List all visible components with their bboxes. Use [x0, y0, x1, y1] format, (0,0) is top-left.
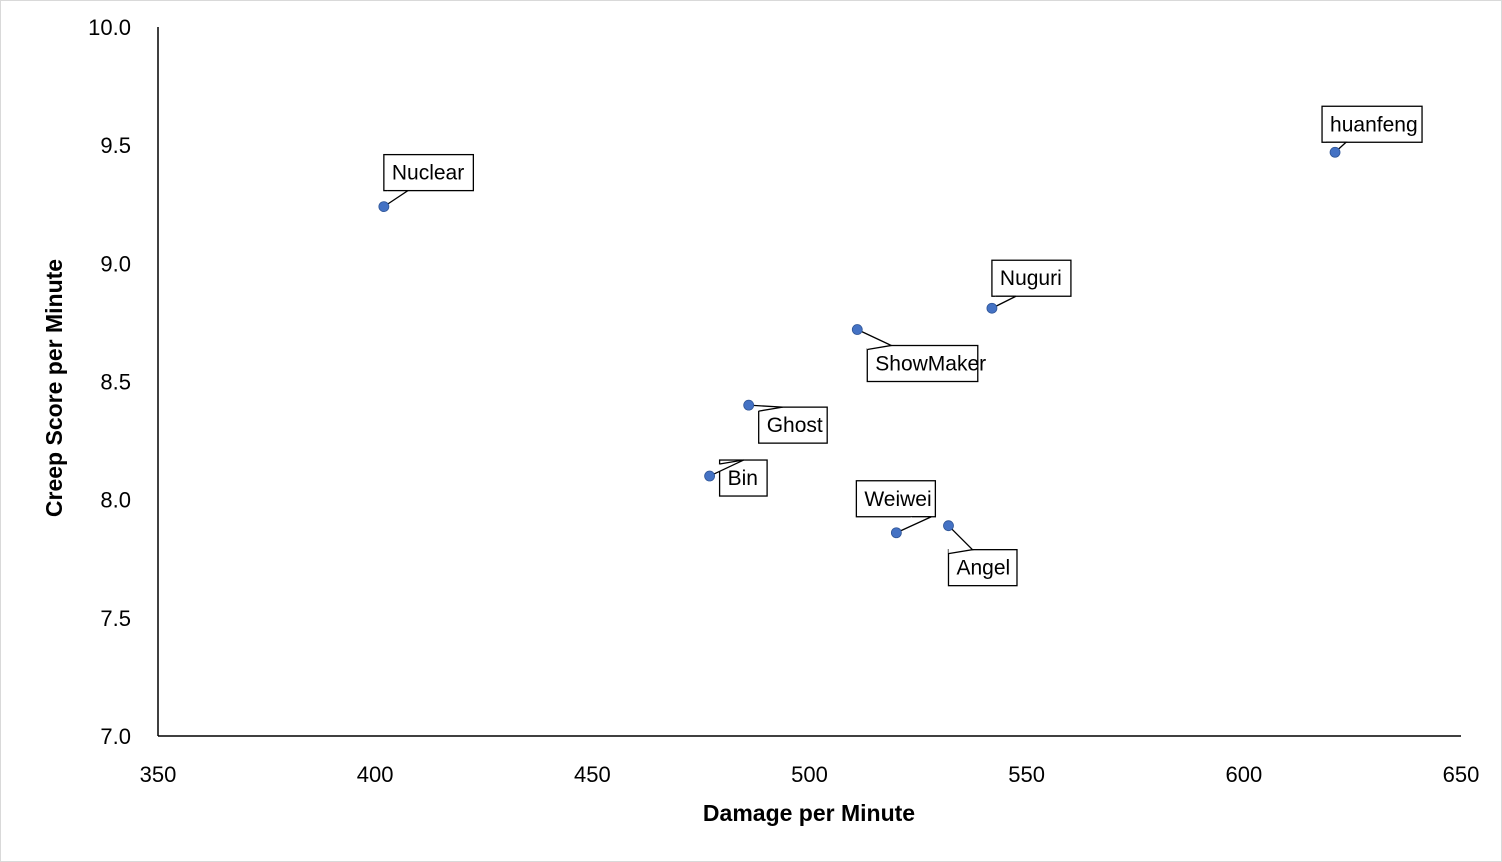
callout-leader — [748, 404, 783, 412]
callout-box — [866, 344, 979, 383]
callout-box — [758, 406, 828, 444]
x-tick-label: 550 — [1008, 762, 1045, 787]
data-label: Nuclear — [392, 162, 464, 185]
callout-leader — [709, 459, 744, 477]
data-label: Nuguri — [1000, 267, 1062, 290]
callout-ghost: Ghost — [748, 404, 828, 444]
y-axis-title: Creep Score per Minute — [41, 259, 67, 517]
y-tick-label: 8.5 — [100, 370, 131, 395]
callout-nuclear: Nuclear — [383, 153, 475, 208]
data-points — [378, 146, 1341, 539]
y-tick-label: 7.0 — [100, 724, 131, 749]
callout-weiwei: Weiwei — [855, 480, 937, 534]
data-point — [986, 302, 998, 314]
x-axis-title: Damage per Minute — [703, 800, 915, 826]
y-tick-label: 9.5 — [100, 133, 131, 158]
data-label: huanfeng — [1330, 113, 1418, 136]
callout-leader — [991, 295, 1017, 309]
callout-box — [991, 259, 1072, 297]
data-point — [890, 527, 902, 539]
y-tick-label: 7.5 — [100, 606, 131, 631]
callout-angel: Angel — [947, 525, 1018, 587]
x-tick-label: 400 — [357, 762, 394, 787]
data-label: ShowMaker — [875, 353, 986, 376]
callout-box — [383, 153, 475, 192]
x-tick-label: 650 — [1443, 762, 1480, 787]
data-point — [943, 520, 954, 532]
callout-bin: Bin — [709, 459, 768, 497]
callout-huanfeng: huanfeng — [1321, 105, 1423, 153]
callout-leader — [896, 516, 932, 534]
x-tick-labels: 350 400 450 500 550 600 650 — [140, 762, 1480, 787]
callout-showmaker: ShowMaker — [856, 328, 986, 383]
callout-leader — [383, 189, 411, 208]
data-label: Weiwei — [864, 488, 931, 511]
callout-leader — [856, 328, 894, 351]
x-tick-label: 500 — [791, 762, 828, 787]
data-callouts: Nuclear huanfeng Nuguri ShowMaker Ghost Bin We… — [383, 105, 1423, 587]
callout-box — [947, 549, 1018, 587]
y-tick-label: 10.0 — [88, 15, 131, 40]
callout-nuguri: Nuguri — [991, 259, 1072, 309]
data-point — [378, 201, 390, 213]
x-tick-label: 350 — [140, 762, 177, 787]
data-point — [743, 399, 755, 411]
callout-box — [855, 480, 937, 518]
callout-leader — [948, 525, 974, 555]
data-point — [704, 470, 716, 482]
data-label: Ghost — [767, 414, 823, 437]
x-tick-label: 600 — [1225, 762, 1262, 787]
data-label: Angel — [956, 557, 1010, 580]
y-tick-label: 8.0 — [100, 488, 131, 513]
callout-box — [1321, 105, 1423, 143]
y-tick-labels: 7.0 7.5 8.0 8.5 9.0 9.5 10.0 — [88, 15, 131, 749]
x-tick-label: 450 — [574, 762, 611, 787]
data-point — [1329, 146, 1341, 158]
data-point — [851, 324, 863, 335]
data-label: Bin — [728, 467, 758, 490]
y-tick-label: 9.0 — [100, 251, 131, 276]
